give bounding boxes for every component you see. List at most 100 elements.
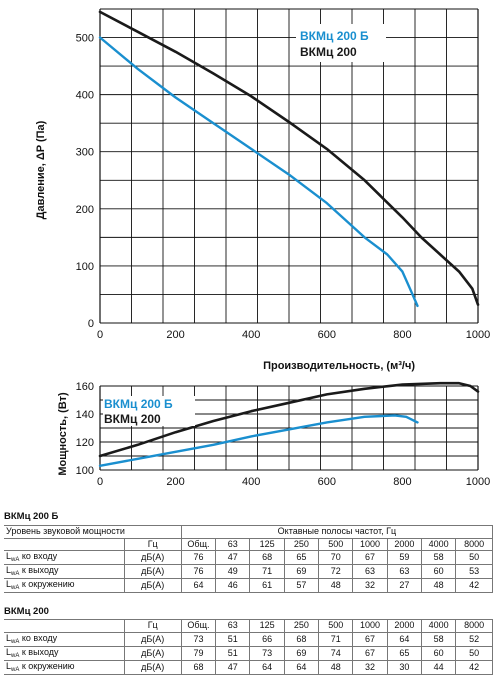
row-value: 69 [283,645,320,661]
unit-row-col: 63 [215,619,251,633]
table-header-row: Уровень звуковой мощности Октавные полосы… [4,525,494,539]
row-value: 27 [386,578,422,593]
pressure-legend-black: ВКМц 200 [300,45,357,59]
row-value: 32 [352,659,388,675]
unit-row-col: 8000 [455,537,493,551]
pressure-chart: 0 200 400 600 800 1000 0 100 200 300 400 500 Давлен… [35,8,491,372]
sound-table: Уровень звуковой мощности Октавные полосы… [4,525,494,593]
row-value: 58 [420,550,457,565]
pressure-x-label: Производительность, (м³/ч) [263,360,415,372]
row-label: LwA к выходу [4,645,125,661]
pressure-legend-box [296,24,386,62]
row-value: 67 [352,631,388,647]
table-row: LwA ко входу дБ(А) 76 47 68 65 70 67 59 58 50 [4,550,493,565]
row-value: 74 [318,645,354,661]
row-value: 48 [420,578,457,593]
pressure-series [98,10,480,308]
row-value: 64 [283,659,320,675]
row-label-sub: wA [11,585,20,591]
power-y-label: Мощность, (Вт) [57,392,69,476]
row-value: 76 [180,550,217,565]
pressure-xtick-label: 800 [393,329,411,341]
unit-row-col: 2000 [386,537,422,551]
table-unit-row: Гц Общ. 63 125 250 500 1000 2000 4000 8000 [4,619,493,633]
row-value: 65 [283,550,320,565]
unit-row-col: 500 [318,537,354,551]
power-series [98,381,480,467]
unit-row-col: 1000 [352,537,388,551]
row-value: 49 [215,564,251,579]
pressure-xtick-label: 0 [97,329,103,341]
power-legend-blue: ВКМц 200 Б [104,397,173,411]
power-xtick-label: 1000 [466,476,490,488]
pressure-series-black-line [98,10,480,306]
row-value: 76 [180,564,217,579]
row-value: 72 [318,564,354,579]
power-xtick-label: 600 [318,476,336,488]
unit-row-col: 250 [283,537,320,551]
unit-row-label [4,537,125,551]
row-unit: дБ(А) [123,578,182,593]
row-unit: дБ(А) [123,659,182,675]
pressure-legend-blue: ВКМц 200 Б [300,29,369,43]
row-label: LwA к окружению [4,659,125,675]
row-value: 57 [283,578,320,593]
row-value: 58 [420,631,457,647]
unit-row-col: 8000 [455,619,493,633]
row-value: 79 [180,645,217,661]
row-value: 70 [318,550,354,565]
pressure-xtick-label: 400 [242,329,260,341]
row-value: 53 [455,564,493,579]
row-value: 71 [318,631,354,647]
power-series-black-line [98,381,480,458]
unit-row-unit: Гц [123,619,182,633]
unit-row-label [4,619,125,633]
row-value: 64 [180,578,217,593]
unit-row-unit: Гц [123,537,182,551]
row-label-sub: wA [11,652,20,659]
pressure-series-blue-line [98,36,419,308]
row-value: 71 [249,564,285,579]
table-unit-row: Гц Общ. 63 125 250 500 1000 2000 4000 8000 [4,537,493,551]
table-title: ВКМц 200 [4,606,49,617]
row-value: 64 [386,631,422,647]
row-value: 48 [318,659,354,675]
power-ticks: 0 200 400 600 800 1000 100 120 140 160 [76,381,491,488]
table-header-right: Октавные полосы частот, Гц [180,525,494,539]
unit-row-col: 4000 [420,619,457,633]
unit-row-col: 63 [215,537,251,551]
row-value: 42 [455,659,493,675]
row-value: 73 [180,631,217,647]
power-ytick-label: 100 [76,465,94,477]
pressure-ytick-label: 500 [76,33,94,45]
pressure-ytick-label: 100 [76,261,94,273]
row-value: 44 [420,659,457,675]
table-header-left: Уровень звуковой мощности [4,525,182,539]
pressure-ticks: 0 200 400 600 800 1000 0 100 200 300 400 500 [76,33,491,341]
power-xtick-label: 800 [393,476,411,488]
unit-row-col: 125 [249,619,285,633]
row-value: 51 [215,645,251,661]
pressure-ytick-label: 300 [76,147,94,159]
sound-table: Гц Общ. 63 125 250 500 1000 2000 4000 8000 LwA ко … [4,619,493,675]
row-value: 68 [283,631,320,647]
power-chart: 0 200 400 600 800 1000 100 120 140 160 Мощность, … [57,381,490,488]
power-xtick-label: 0 [97,476,103,488]
power-ytick-label: 160 [76,381,94,393]
row-value: 64 [249,659,285,675]
row-value: 47 [215,659,251,675]
pressure-y-label: Давление, ΔP (Па) [35,120,47,219]
pressure-xtick-label: 1000 [466,329,490,341]
table-row: LwA к выходу дБ(А) 76 49 71 69 72 63 63 60 53 [4,564,493,579]
row-value: 65 [386,645,422,661]
row-value: 68 [249,550,285,565]
row-value: 68 [180,659,217,675]
pressure-grid [99,8,479,324]
row-value: 48 [318,578,354,593]
table-row: LwA к окружению дБ(А) 64 46 61 57 48 32 27 48 42 [4,578,493,593]
unit-row-col: 4000 [420,537,457,551]
row-unit: дБ(А) [123,564,182,579]
power-series-blue-line [98,414,419,467]
row-label: LwA ко входу [4,631,125,647]
